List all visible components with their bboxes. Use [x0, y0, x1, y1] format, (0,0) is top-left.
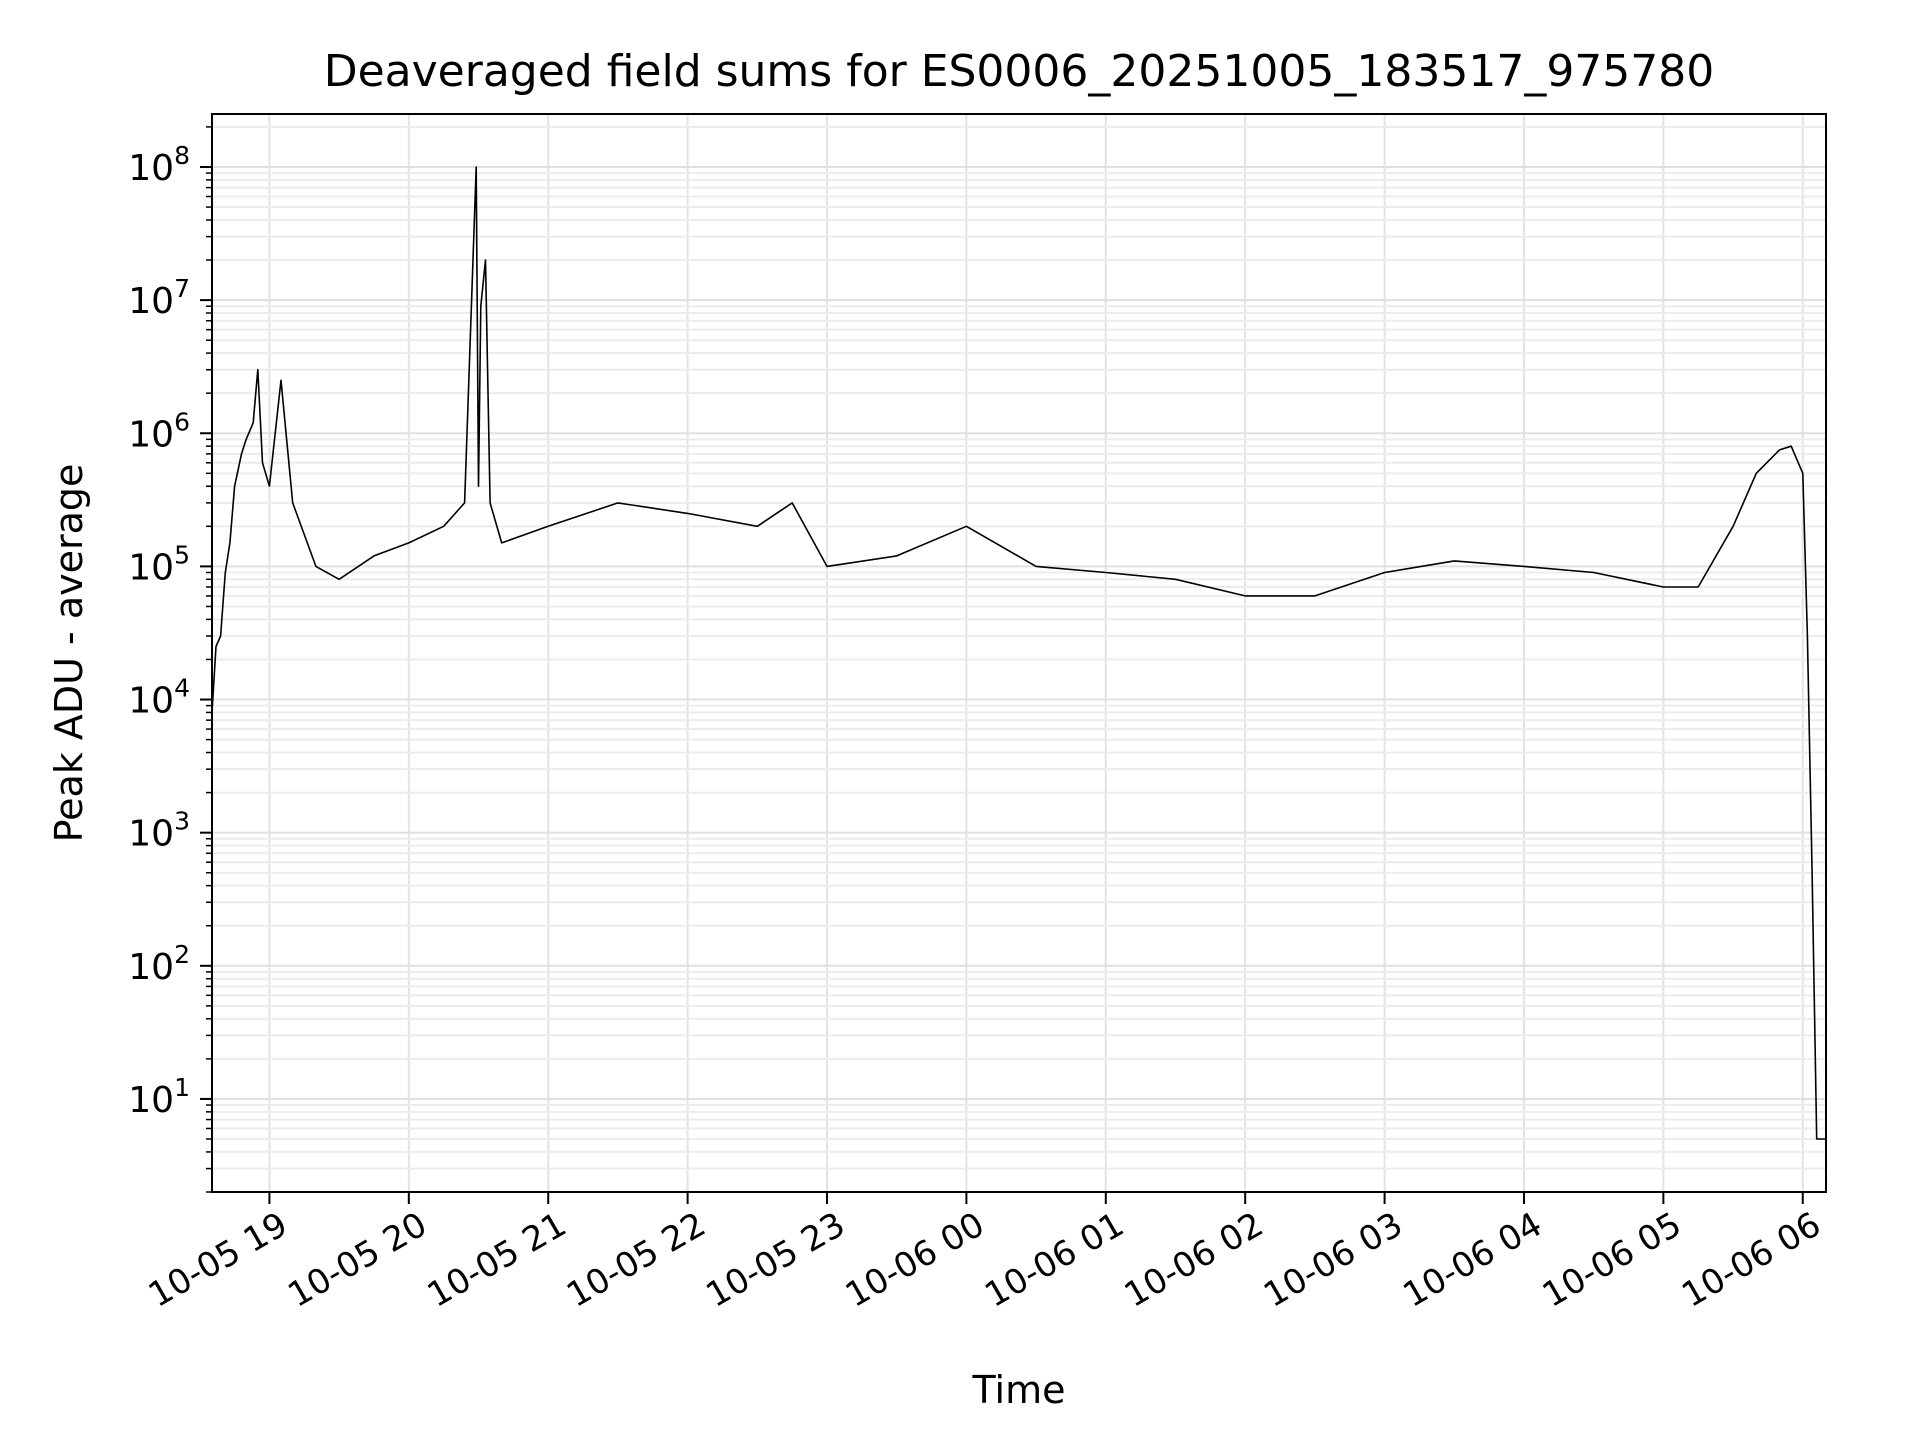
series-line	[211, 166, 1826, 1140]
grid-lines	[212, 114, 1826, 1193]
x-axis-label: Time	[972, 1368, 1066, 1412]
plot-area-frame	[211, 113, 1827, 1193]
y-tick-label: 104	[128, 674, 190, 722]
chart-title: Deaveraged field sums for ES0006_2025100…	[324, 46, 1715, 97]
y-tick-label: 106	[128, 407, 190, 455]
y-axis-label: Peak ADU - average	[47, 464, 91, 843]
y-tick-label: 108	[128, 141, 190, 189]
y-tick-label: 107	[128, 274, 190, 322]
y-tick-label: 105	[128, 540, 190, 588]
y-tick-label: 103	[128, 807, 190, 855]
series-layer	[211, 166, 1826, 1140]
y-tick-label: 101	[128, 1073, 190, 1121]
y-tick-label: 102	[128, 940, 190, 988]
